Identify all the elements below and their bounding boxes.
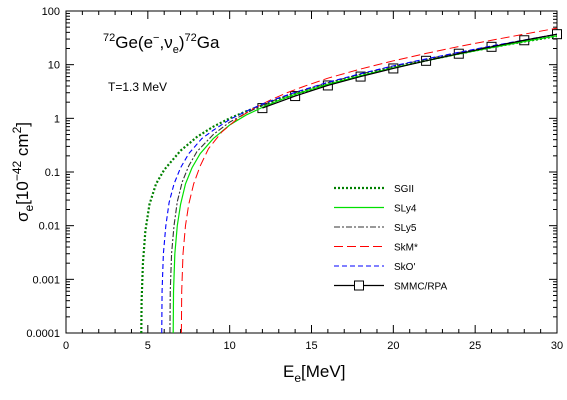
- temperature-annotation: T=1.3 MeV: [108, 80, 167, 94]
- y-tick-label: 0.01: [39, 221, 60, 233]
- x-tick-label: 5: [145, 340, 151, 352]
- x-tick-label: 25: [469, 340, 481, 352]
- series-line-skm: [180, 27, 557, 333]
- plot-frame: [65, 10, 558, 334]
- legend: SGII SLy4 SLy5 SkM* SkO' SMMC/RPA: [334, 184, 447, 293]
- legend-label-sly5: SLy5: [394, 223, 417, 234]
- x-tick-label: 10: [224, 340, 236, 352]
- legend-label-sly4: SLy4: [394, 204, 417, 215]
- x-tick-label: 15: [305, 340, 317, 352]
- series-line-smmc-rpa: [262, 33, 557, 109]
- plot-curves: [140, 27, 557, 333]
- x-tick-label: 20: [387, 340, 399, 352]
- series-line-sko: [161, 33, 557, 333]
- legend-label-sko: SkO': [394, 262, 415, 273]
- legend-label-skm: SkM*: [394, 243, 418, 254]
- x-tick-label: 0: [63, 340, 69, 352]
- y-tick-label: 10: [48, 60, 60, 72]
- series-line-sgii: [140, 35, 557, 333]
- y-axis-title: σe[10−42 cm2]: [10, 122, 36, 222]
- legend-label-sgii: SGII: [394, 184, 414, 195]
- legend-label-smmc-rpa: SMMC/RPA: [394, 282, 447, 293]
- y-tick-label: 0.001: [32, 274, 60, 286]
- y-tick-label: 100: [42, 6, 60, 18]
- chart-title: 72Ge(e−,νe)72Ga: [103, 32, 220, 56]
- x-axis-title: Ee[MeV]: [283, 362, 345, 385]
- y-tick-label: 0.0001: [26, 328, 60, 340]
- y-tick-label: 0.1: [45, 167, 60, 179]
- plot-axes: 0 5 10 15 20 25 30 0.0001 0.001 0.01 0.1 1 10 100: [26, 6, 563, 352]
- y-tick-label: 1: [54, 113, 60, 125]
- legend-marker: [354, 280, 364, 291]
- x-tick-label: 30: [551, 340, 563, 352]
